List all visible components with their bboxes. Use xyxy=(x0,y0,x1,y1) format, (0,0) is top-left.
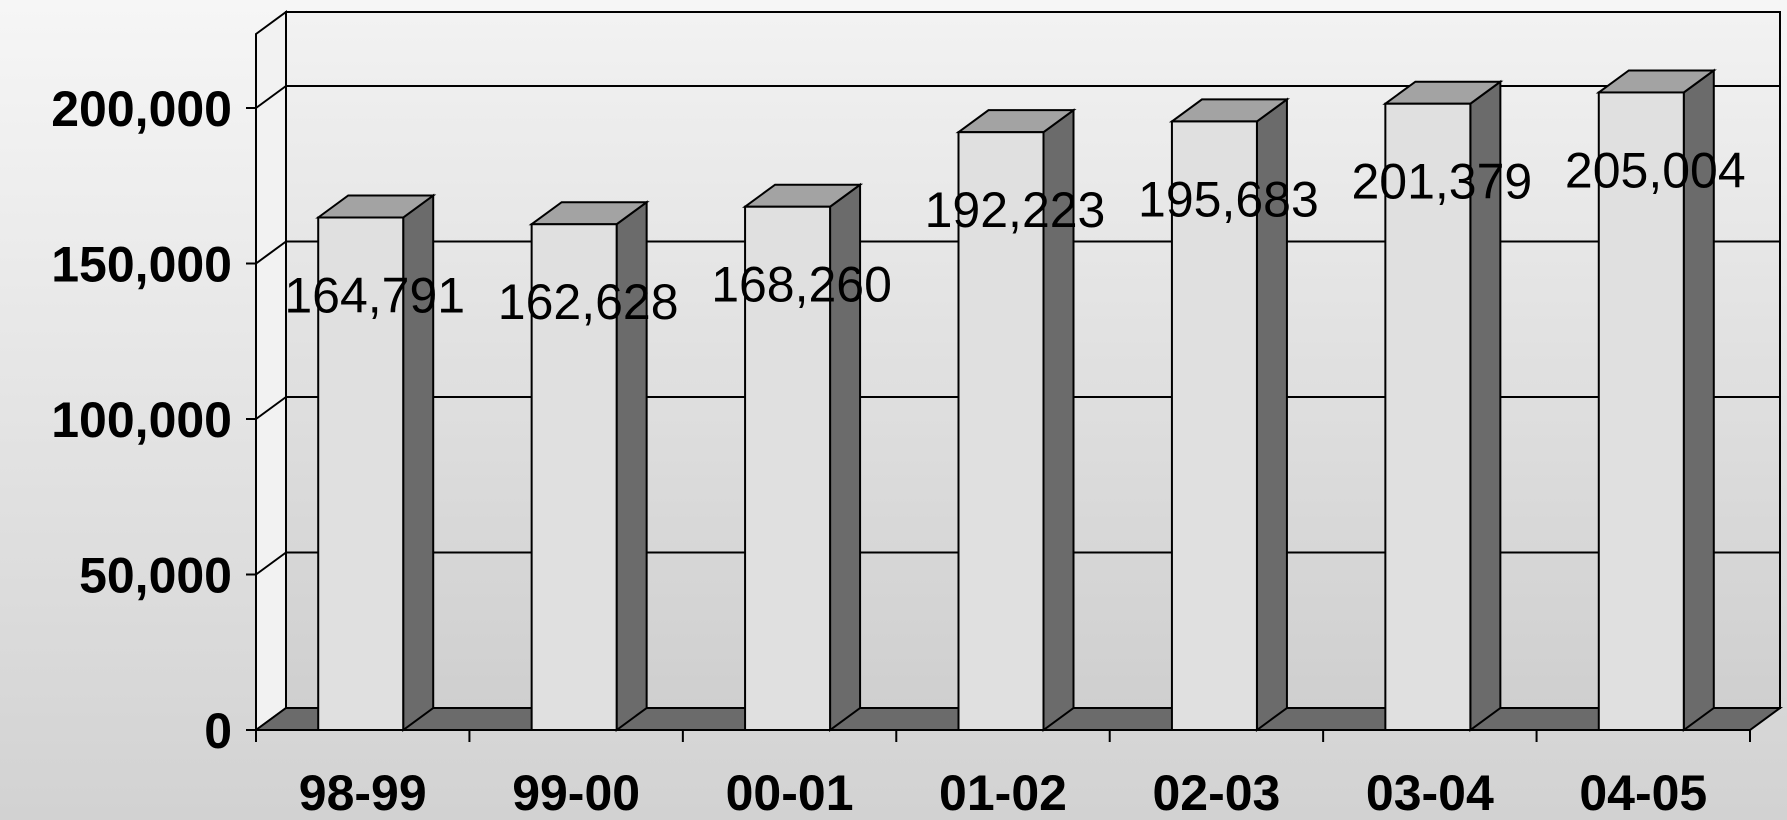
y-tick-label: 200,000 xyxy=(51,81,232,137)
x-tick-label: 99-00 xyxy=(512,765,640,820)
bar-front xyxy=(1384,102,1472,732)
gridline-side xyxy=(255,240,287,265)
bar-front xyxy=(744,205,832,731)
x-tick-label: 04-05 xyxy=(1579,765,1707,820)
y-tick-label: 0 xyxy=(204,703,232,759)
bar xyxy=(955,108,1077,732)
x-tick-label: 02-03 xyxy=(1152,765,1280,820)
y-tick-label: 100,000 xyxy=(51,392,232,448)
y-tick-label: 150,000 xyxy=(51,237,232,293)
gridline-side xyxy=(255,85,287,109)
data-labels: 164,791 162,628 168,260 192,223 195,683 201,3… xyxy=(284,142,1745,330)
bar xyxy=(528,200,650,732)
data-label: 201,379 xyxy=(1351,154,1532,210)
bar-front xyxy=(530,223,618,731)
bar xyxy=(1168,97,1290,732)
data-label: 192,223 xyxy=(925,182,1106,238)
bar xyxy=(315,193,437,732)
bar xyxy=(1595,68,1717,732)
x-tick-label: 01-02 xyxy=(939,765,1067,820)
x-tick-label: 00-01 xyxy=(726,765,854,820)
data-label: 205,004 xyxy=(1565,142,1746,198)
axes: 0 50,000 100,000 150,000 200,000 98-99 99-00 00… xyxy=(51,34,1751,820)
data-label: 195,683 xyxy=(1138,171,1319,227)
gridline-side xyxy=(255,396,287,420)
bars xyxy=(315,68,1717,732)
side-wall xyxy=(255,10,287,732)
gridline-side xyxy=(255,551,287,576)
bar-front xyxy=(317,216,405,731)
bar-front xyxy=(1597,91,1685,731)
x-tick-label: 98-99 xyxy=(299,765,427,820)
bar-front xyxy=(1170,120,1258,732)
y-tick-label: 50,000 xyxy=(79,548,232,604)
bar-front xyxy=(957,131,1045,731)
data-label: 162,628 xyxy=(498,274,679,330)
bar xyxy=(742,182,864,732)
data-label: 164,791 xyxy=(284,268,465,324)
data-label: 168,260 xyxy=(711,257,892,313)
bar xyxy=(1382,79,1504,732)
x-tick-label: 03-04 xyxy=(1366,765,1494,820)
